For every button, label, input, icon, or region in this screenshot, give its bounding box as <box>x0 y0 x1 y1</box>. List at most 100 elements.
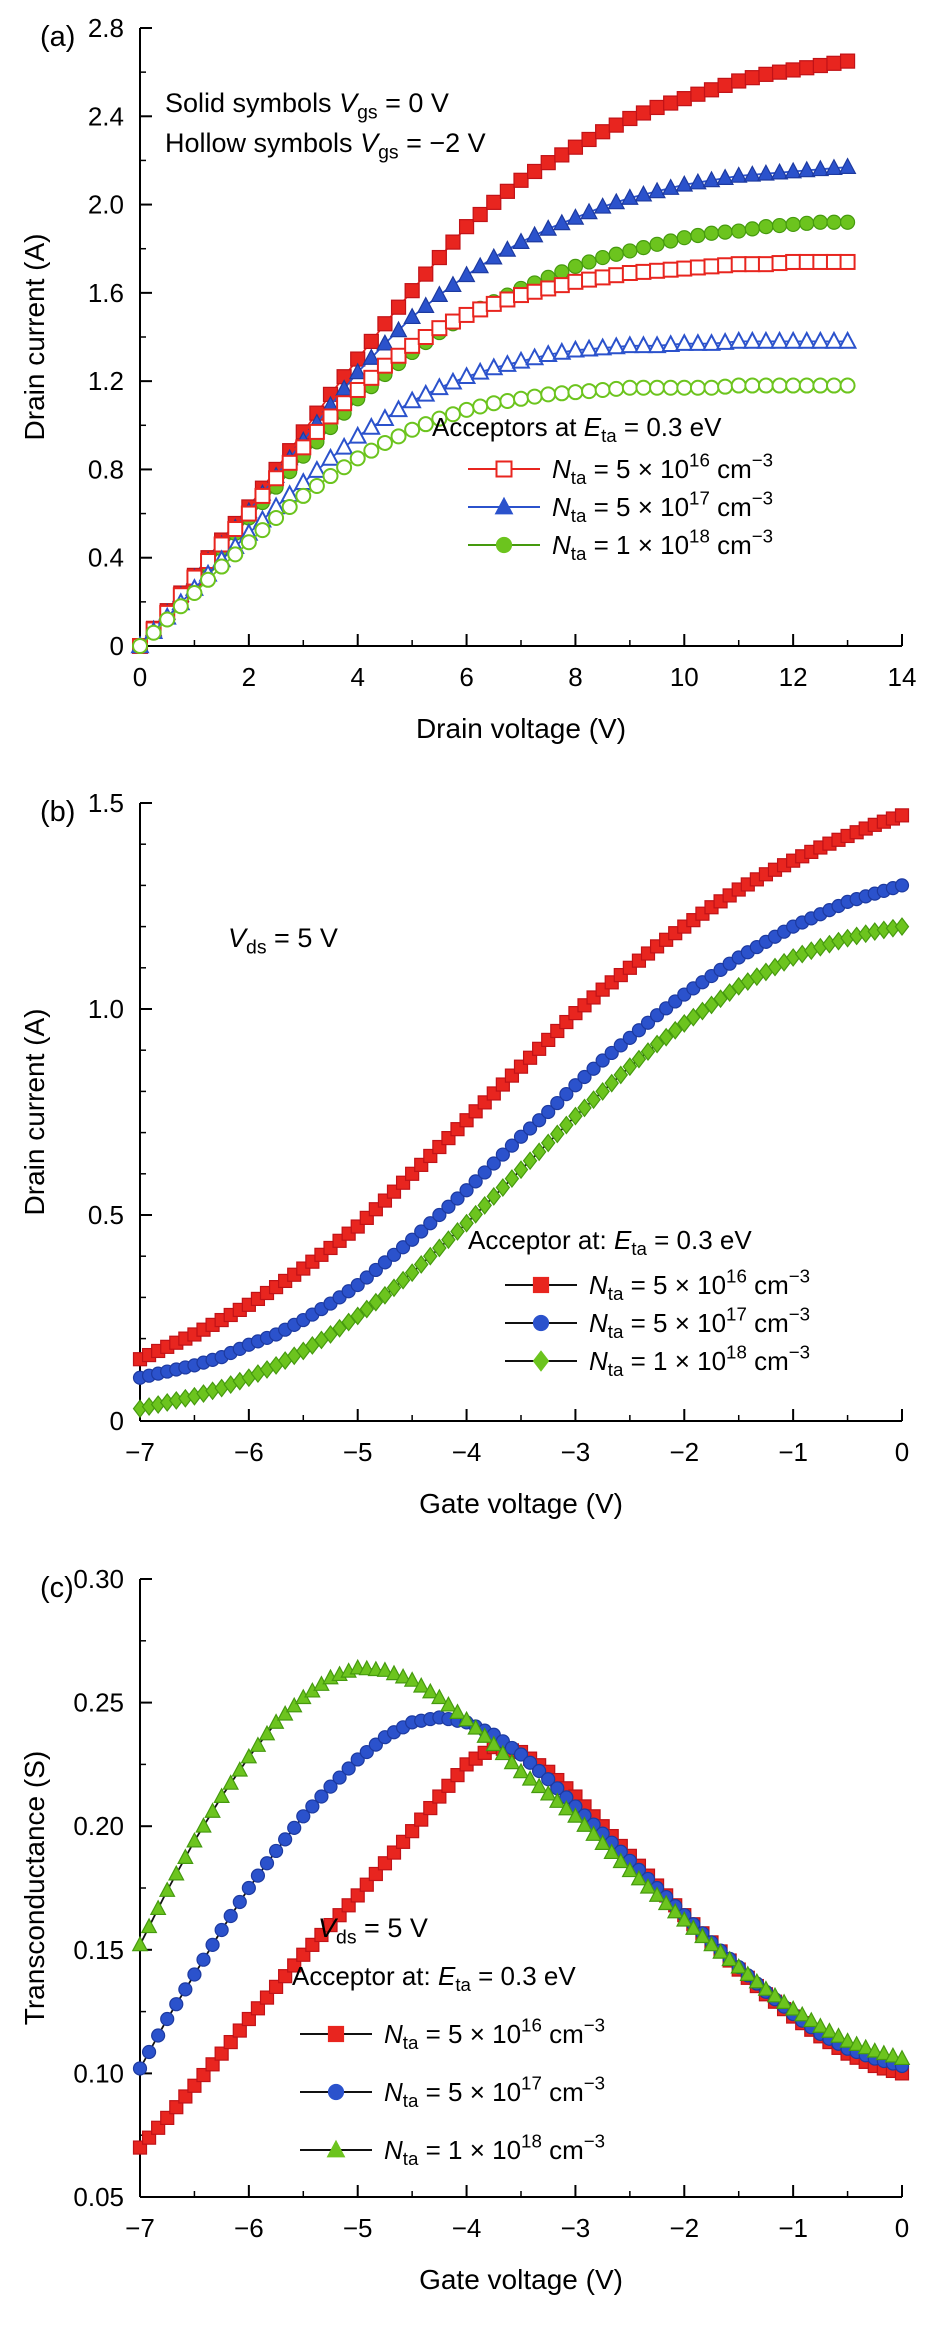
series-marker <box>361 416 381 435</box>
legend-label: Nta = 1 × 1018 cm−3 <box>384 2131 605 2170</box>
series-marker <box>825 253 842 270</box>
series-marker <box>581 271 598 288</box>
series-marker <box>689 259 706 276</box>
series-marker <box>608 380 625 397</box>
series-marker <box>839 2032 856 2048</box>
series-marker <box>222 1774 239 1790</box>
series-marker <box>486 194 502 210</box>
series-marker <box>241 2011 256 2027</box>
series-marker <box>613 1065 629 1085</box>
series-marker <box>441 1230 456 1250</box>
series-marker <box>295 487 312 504</box>
y-tick-label: 0 <box>110 1406 124 1436</box>
annotation-1: Vds = 5 V <box>228 923 338 959</box>
series-marker <box>169 1997 184 2012</box>
series-marker <box>323 1779 338 1794</box>
series-marker <box>132 2061 148 2076</box>
y-tick-label: 0.8 <box>88 454 124 484</box>
series-marker <box>658 1027 674 1047</box>
series-marker <box>552 341 572 360</box>
y-tick-label: 0.10 <box>73 2058 124 2088</box>
series-marker <box>227 521 244 538</box>
legend-title: Acceptor at: Eta = 0.3 eV <box>292 1961 576 1995</box>
series-marker <box>231 1761 249 1777</box>
series-marker <box>621 264 638 281</box>
series-marker <box>178 1982 193 1997</box>
series-marker <box>158 1881 176 1897</box>
series-marker <box>662 261 679 278</box>
series-marker <box>722 983 737 1002</box>
series-marker <box>743 165 762 182</box>
x-tick-label: −6 <box>234 1437 264 1467</box>
series-marker <box>540 280 557 297</box>
x-tick-label: −3 <box>561 1437 591 1467</box>
series-marker <box>429 377 449 396</box>
series-marker <box>268 1979 284 1994</box>
chart-c: −7 −6 −5 −4 −3 −2 −1 0 0.05 0.10 0.15 0.20 0.25 0.30 G… <box>19 1564 911 2295</box>
series-marker <box>513 390 529 407</box>
series-marker <box>259 1990 275 2005</box>
series-marker <box>287 1820 302 1835</box>
series-marker <box>431 1688 448 1705</box>
series-marker <box>349 381 366 398</box>
series-marker <box>607 192 626 210</box>
series-marker <box>744 256 761 273</box>
series-marker <box>703 82 720 98</box>
series-marker <box>694 1927 711 1944</box>
series-marker <box>695 1001 710 1021</box>
series-marker <box>581 383 598 400</box>
legend: Acceptor at: Eta = 0.3 eV Nta = 5 × 1016 … <box>292 1961 605 2169</box>
series-marker <box>350 1277 365 1293</box>
series-marker <box>405 1824 420 1839</box>
series-marker <box>200 571 217 588</box>
series-marker <box>404 1263 420 1283</box>
series-marker <box>538 344 558 362</box>
series-marker <box>258 1724 276 1741</box>
legend-label: Nta = 5 × 1016 cm−3 <box>384 2015 605 2054</box>
series-marker <box>649 99 665 116</box>
series-marker <box>690 227 706 244</box>
series-marker <box>758 219 774 235</box>
series-marker <box>268 1843 284 1859</box>
series-marker <box>232 1894 247 1910</box>
series-marker <box>586 1061 601 1076</box>
series-marker <box>390 347 407 364</box>
series-marker <box>577 1098 592 1118</box>
series-marker <box>613 1038 628 1053</box>
series-marker <box>196 1952 211 1967</box>
legend-title: Acceptors at Eta = 0.3 eV <box>432 412 722 446</box>
series-marker <box>621 188 639 205</box>
annotation-1: Vds = 5 V <box>318 1913 428 1949</box>
series-marker <box>450 1222 465 1241</box>
series-marker <box>530 1777 548 1794</box>
series-marker <box>169 2100 184 2115</box>
series-marker <box>676 1911 693 1927</box>
series-marker <box>308 477 325 494</box>
series-marker <box>513 287 529 304</box>
series-marker <box>457 366 477 385</box>
tick-labels: −7 −6 −5 −4 −3 −2 −1 0 0.05 0.10 0.15 0.20 0.25 0.30 <box>73 1564 909 2243</box>
series-marker <box>595 1081 610 1101</box>
series-marker <box>839 253 856 270</box>
series-marker <box>449 1703 466 1719</box>
series-marker <box>431 320 448 337</box>
series-marker <box>395 1240 411 1255</box>
series-marker <box>368 1866 383 1882</box>
series-marker <box>368 1262 383 1278</box>
series-marker <box>606 336 626 355</box>
series-marker <box>839 214 856 230</box>
series-marker <box>363 369 380 386</box>
series-marker <box>532 1276 550 1294</box>
series-marker <box>522 1121 538 1136</box>
series-marker <box>320 447 341 466</box>
series-marker <box>731 73 747 89</box>
series-marker <box>593 197 612 214</box>
series-marker <box>145 624 162 641</box>
series-marker <box>785 377 802 394</box>
series-marker <box>495 460 513 478</box>
series-marker <box>594 1834 611 1850</box>
series-marker <box>567 384 584 401</box>
series-marker <box>676 379 693 396</box>
series-marker <box>458 306 475 323</box>
series-a-nta5e16-vgsm2 <box>132 253 856 654</box>
